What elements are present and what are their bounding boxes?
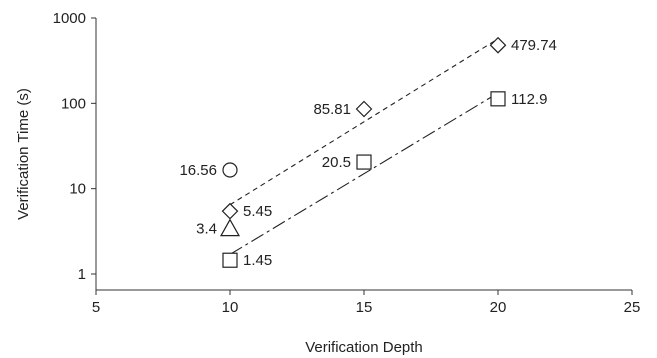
trendline xyxy=(229,92,499,255)
ticks: 5 10 15 20 25 1 10 100 1000 xyxy=(53,10,641,316)
data-label: 112.9 xyxy=(511,91,547,108)
data-labels: 5.45 85.81 479.74 1.45 20.5 112.9 16.56 3.4 xyxy=(179,37,556,269)
trendline xyxy=(229,38,499,206)
x-tick-label: 25 xyxy=(624,299,641,316)
y-tick-label: 1 xyxy=(78,266,86,283)
markers xyxy=(219,36,507,268)
data-label: 20.5 xyxy=(322,154,351,171)
diamond-marker xyxy=(355,100,373,118)
data-label: 5.45 xyxy=(243,203,272,220)
x-tick-label: 15 xyxy=(356,299,373,316)
data-label: 3.4 xyxy=(196,221,217,238)
x-axis-title: Verification Depth xyxy=(305,339,423,356)
y-tick-label: 100 xyxy=(61,95,86,112)
trendlines xyxy=(229,38,499,255)
square-marker xyxy=(222,252,238,268)
y-tick-label: 10 xyxy=(69,181,86,198)
diamond-marker xyxy=(221,202,239,220)
data-label: 479.74 xyxy=(511,37,557,54)
square-marker xyxy=(490,91,506,107)
square-marker xyxy=(356,154,372,170)
data-label: 85.81 xyxy=(313,101,351,118)
y-tick-label: 1000 xyxy=(53,10,86,27)
x-tick-label: 20 xyxy=(490,299,507,316)
triangle-marker xyxy=(219,218,241,237)
data-label: 16.56 xyxy=(179,162,217,179)
y-axis-title: Verification Time (s) xyxy=(15,88,32,220)
circle-marker xyxy=(222,162,238,178)
data-label: 1.45 xyxy=(243,252,272,269)
diamond-marker xyxy=(489,36,507,54)
axes xyxy=(95,18,632,291)
x-tick-label: 10 xyxy=(222,299,239,316)
x-tick-label: 5 xyxy=(92,299,100,316)
